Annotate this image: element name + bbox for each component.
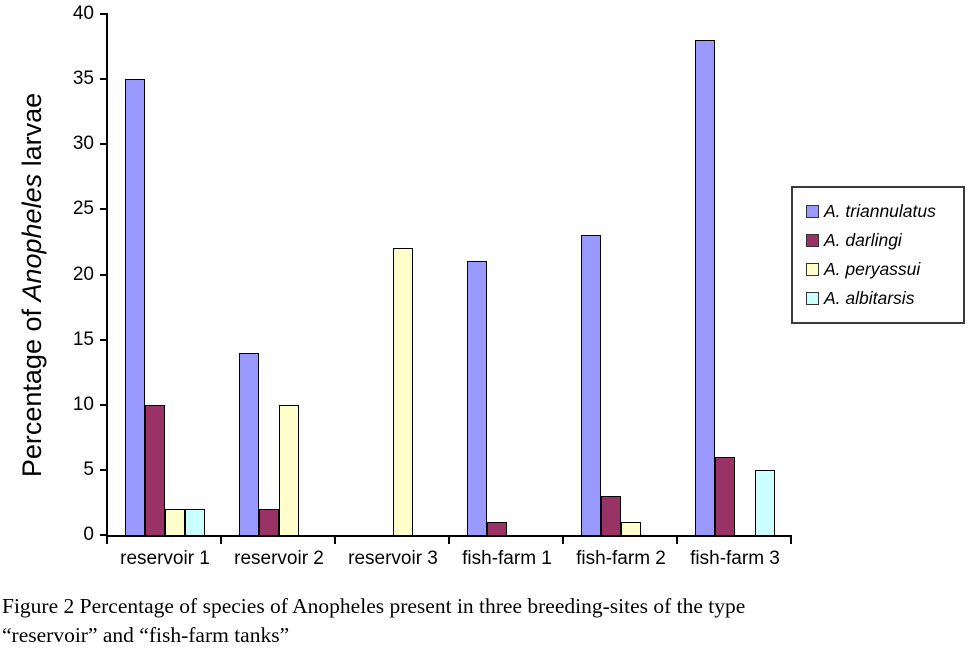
- bar-a-triannulatus-fish-farm-2: [581, 235, 601, 535]
- category-group-reservoir-1: [108, 14, 222, 535]
- y-tick-20: [100, 274, 108, 276]
- legend-label-a-darlingi: A. darlingi: [824, 230, 902, 250]
- x-tick-6: [790, 535, 792, 544]
- bar-a-albitarsis-reservoir-1: [185, 509, 205, 535]
- x-tick-1: [220, 535, 222, 544]
- y-tick-25: [100, 208, 108, 210]
- legend-swatch-a-triannulatus: [806, 205, 819, 218]
- category-group-fish-farm-2: [564, 14, 678, 535]
- bar-a-triannulatus-reservoir-1: [125, 79, 145, 535]
- bar-a-peryassui-fish-farm-2: [621, 522, 641, 535]
- x-tick-2: [334, 535, 336, 544]
- x-tick-5: [676, 535, 678, 544]
- plot-area: 0 5 10 15 20 25 30 35 40: [73, 3, 792, 545]
- legend-swatch-a-peryassui: [806, 263, 819, 276]
- x-tick-3: [448, 535, 450, 544]
- legend-item-a-darlingi: A. darlingi: [806, 226, 959, 255]
- bar-a-peryassui-reservoir-3: [393, 248, 413, 535]
- category-group-fish-farm-3: [678, 14, 792, 535]
- bar-a-triannulatus-fish-farm-1: [467, 261, 487, 535]
- legend-label-a-albitarsis: A. albitarsis: [824, 288, 915, 308]
- x-axis-labels: reservoir 1 reservoir 2 reservoir 3 fish-fa…: [108, 548, 792, 570]
- bar-a-triannulatus-fish-farm-3: [695, 40, 715, 535]
- x-label-reservoir-1: reservoir 1: [120, 548, 210, 569]
- y-tick-label-5: 5: [83, 459, 94, 480]
- legend-item-a-albitarsis: A. albitarsis: [806, 284, 959, 313]
- bar-a-darlingi-fish-farm-1: [487, 522, 507, 535]
- x-tick-0: [106, 535, 108, 544]
- legend-swatch-a-albitarsis: [806, 292, 819, 305]
- bar-a-darlingi-reservoir-1: [145, 405, 165, 535]
- x-label-fish-farm-2: fish-farm 2: [576, 548, 666, 569]
- category-group-fish-farm-1: [450, 14, 564, 535]
- y-tick-label-10: 10: [72, 394, 94, 415]
- y-tick-10: [100, 404, 108, 406]
- legend: A. triannulatus A. darlingi A. peryassui A.…: [791, 186, 965, 324]
- x-tick-4: [562, 535, 564, 544]
- y-tick-30: [100, 143, 108, 145]
- bar-a-albitarsis-fish-farm-3: [755, 470, 775, 535]
- legend-swatch-a-darlingi: [806, 234, 819, 247]
- bar-a-darlingi-fish-farm-3: [715, 457, 735, 535]
- category-group-reservoir-3: [336, 14, 450, 535]
- y-tick-label-30: 30: [72, 133, 94, 154]
- x-label-reservoir-2: reservoir 2: [234, 548, 324, 569]
- caption-line-2: “reservoir” and “fish-farm tanks”: [2, 623, 290, 647]
- bars-row: [108, 14, 792, 535]
- y-tick-label-20: 20: [72, 264, 94, 285]
- legend-label-a-peryassui: A. peryassui: [824, 259, 921, 279]
- bar-a-triannulatus-reservoir-2: [239, 353, 259, 535]
- bar-a-darlingi-fish-farm-2: [601, 496, 621, 535]
- y-tick-label-35: 35: [72, 68, 94, 89]
- bar-a-peryassui-reservoir-2: [279, 405, 299, 535]
- legend-item-a-triannulatus: A. triannulatus: [806, 197, 959, 226]
- bar-a-peryassui-reservoir-1: [165, 509, 185, 535]
- caption-line-1: Figure 2 Percentage of species of Anophe…: [2, 594, 746, 618]
- category-group-reservoir-2: [222, 14, 336, 535]
- bar-a-darlingi-reservoir-2: [259, 509, 279, 535]
- legend-label-a-triannulatus: A. triannulatus: [824, 201, 936, 221]
- y-tick-40: [100, 13, 108, 15]
- y-tick-15: [100, 339, 108, 341]
- y-axis-title-part1: Percentage of: [17, 301, 47, 478]
- y-tick-5: [100, 469, 108, 471]
- y-tick-35: [100, 78, 108, 80]
- y-tick-label-40: 40: [72, 3, 94, 24]
- x-label-fish-farm-3: fish-farm 3: [690, 548, 780, 569]
- y-tick-label-15: 15: [72, 329, 94, 350]
- x-label-fish-farm-1: fish-farm 1: [462, 548, 552, 569]
- x-label-reservoir-3: reservoir 3: [348, 548, 438, 569]
- y-tick-label-25: 25: [72, 198, 94, 219]
- y-tick-0: [100, 534, 108, 536]
- caption: Figure 2 Percentage of species of Anophe…: [2, 592, 962, 650]
- legend-item-a-peryassui: A. peryassui: [806, 255, 959, 284]
- y-tick-label-0: 0: [83, 524, 94, 545]
